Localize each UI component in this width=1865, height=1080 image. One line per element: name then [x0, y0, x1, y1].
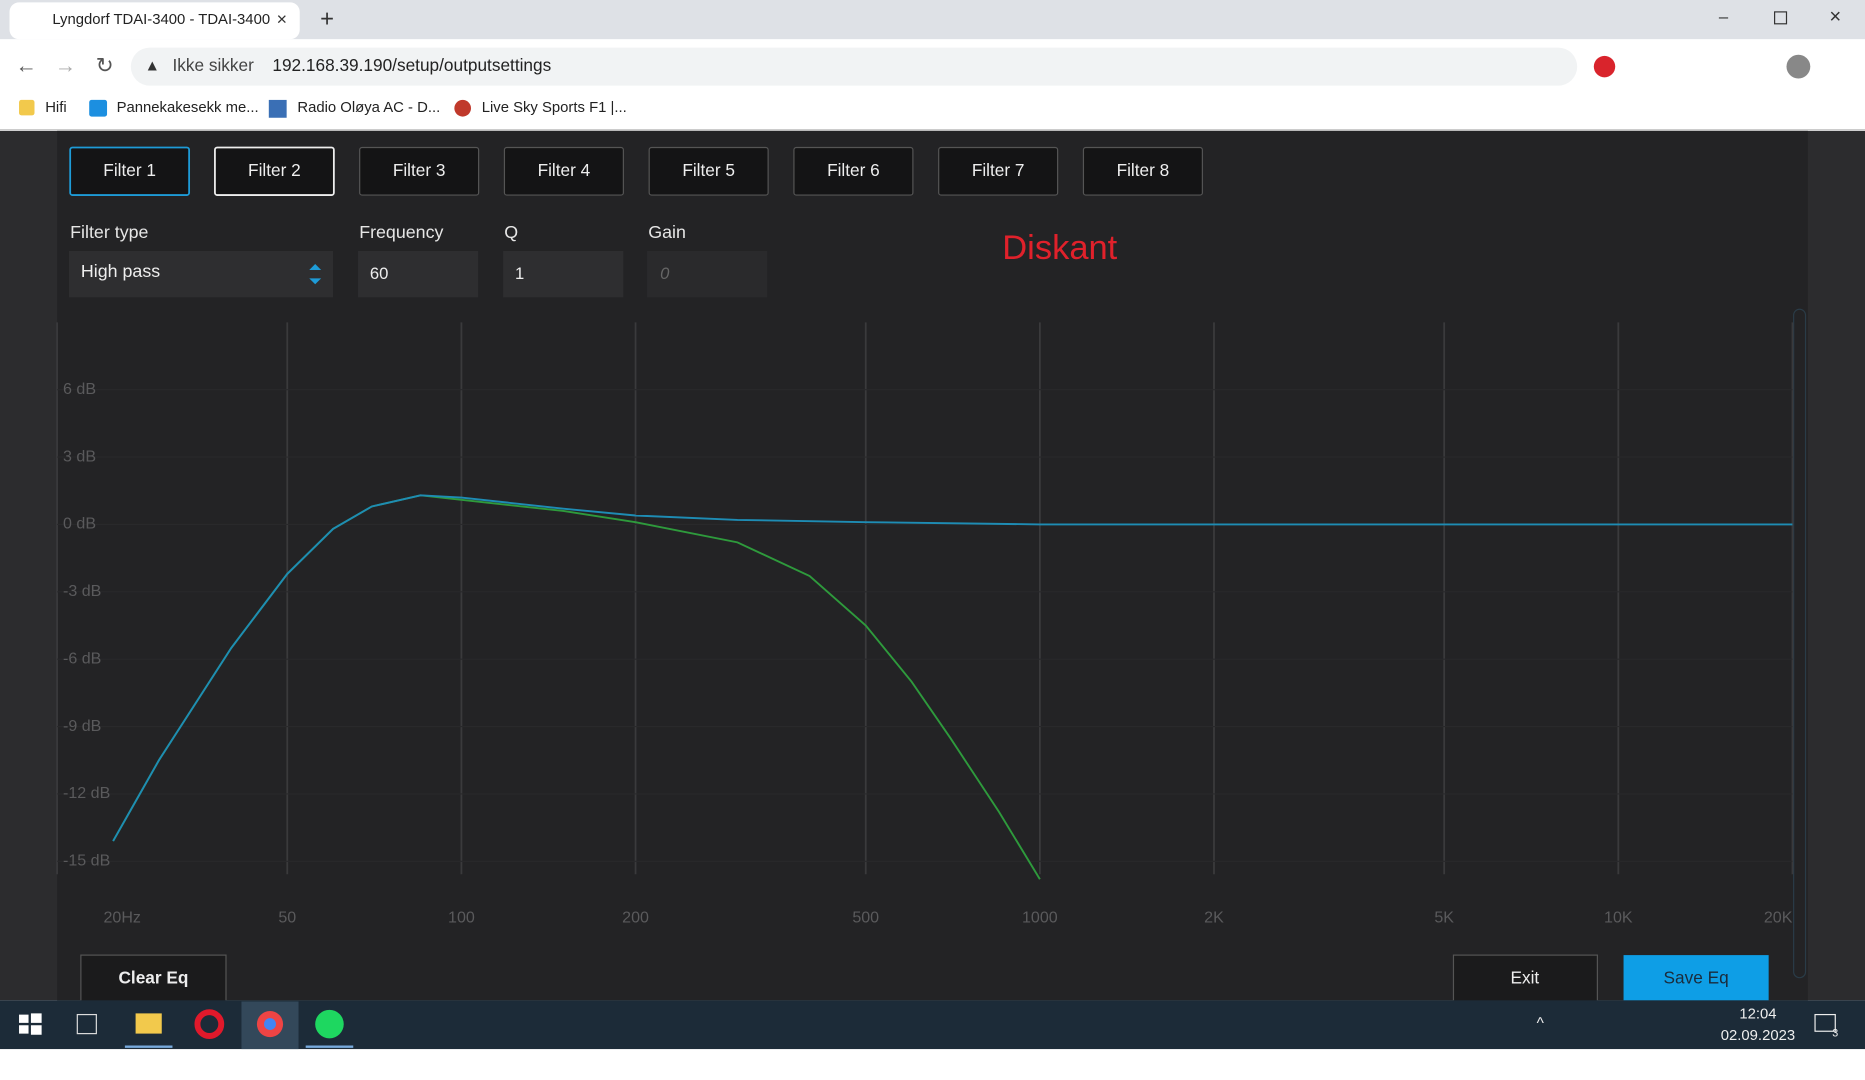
- filter-tab[interactable]: [214, 146, 335, 196]
- x-tick-label: 10K: [1604, 908, 1633, 926]
- scrollbar: [1793, 308, 1807, 979]
- forward[interactable]: →: [55, 53, 76, 77]
- save-button[interactable]: [1623, 955, 1769, 1003]
- y-tick-label: -3 dB: [63, 582, 101, 600]
- minimize[interactable]: –: [1719, 7, 1729, 26]
- close-window[interactable]: ×: [1829, 6, 1841, 28]
- response-curve: [112, 494, 1793, 842]
- new-tab[interactable]: +: [320, 6, 334, 33]
- extension-icon[interactable]: [1593, 55, 1616, 78]
- x-tick-label: 5K: [1434, 908, 1454, 926]
- filter-tab[interactable]: [793, 146, 914, 196]
- tray-expand[interactable]: ^: [1537, 1015, 1545, 1032]
- frequency-input[interactable]: [358, 250, 479, 298]
- filter-tab[interactable]: [503, 146, 624, 196]
- spotify-icon[interactable]: [315, 1009, 344, 1039]
- field-label: Q: [504, 222, 518, 242]
- y-tick-label: 6 dB: [63, 380, 96, 398]
- clock-time: 12:04: [1739, 1006, 1776, 1022]
- explorer-icon[interactable]: [135, 1013, 162, 1034]
- button-label: Exit: [1510, 967, 1539, 987]
- filter-tab-label: Filter 5: [682, 160, 735, 180]
- profile-icon[interactable]: [1786, 54, 1811, 79]
- start-button[interactable]: [19, 1013, 42, 1035]
- filter-tab-label: Filter 8: [1117, 160, 1170, 180]
- x-tick-label: 2K: [1204, 908, 1224, 926]
- opera-icon[interactable]: [194, 1009, 225, 1039]
- button-label: Save Eq: [1664, 967, 1729, 987]
- y-tick-label: -9 dB: [63, 717, 101, 735]
- field-label: Filter type: [70, 222, 148, 242]
- input-value: 60: [370, 264, 389, 283]
- x-tick-label: 1000: [1022, 908, 1058, 926]
- notification-count: 3: [1832, 1027, 1838, 1039]
- filter-tab-label: Filter 4: [538, 160, 591, 180]
- y-tick-label: -15 dB: [63, 852, 110, 870]
- address-bar[interactable]: [130, 47, 1578, 86]
- x-tick-label: 500: [852, 908, 879, 926]
- tab-title: Lyngdorf TDAI-3400 - TDAI-3400: [52, 12, 270, 28]
- folder-icon: [19, 99, 35, 116]
- tab-strip: [0, 0, 1865, 40]
- filter-tab[interactable]: [1082, 146, 1203, 196]
- select-arrows: [309, 264, 322, 285]
- x-tick-label: 20Hz: [103, 908, 140, 926]
- warning-icon: ▲: [145, 58, 160, 75]
- bookmarks-bar: [0, 90, 1865, 129]
- x-tick-label: 20K: [1764, 908, 1793, 926]
- maximize[interactable]: [1774, 11, 1788, 25]
- gain-input[interactable]: [647, 250, 768, 298]
- taskbar: [0, 1000, 1865, 1050]
- clock-date: 02.09.2023: [1721, 1028, 1795, 1044]
- tab[interactable]: [9, 2, 300, 40]
- bookmark-icon: [89, 99, 108, 117]
- field-label: Gain: [648, 222, 686, 242]
- y-tick-label: 0 dB: [63, 515, 96, 533]
- q-input[interactable]: [503, 250, 624, 298]
- filter-tab[interactable]: [69, 146, 191, 196]
- reload[interactable]: ↻: [96, 53, 114, 77]
- filter-tab-label: Filter 7: [972, 160, 1025, 180]
- field-label: Frequency: [359, 222, 443, 242]
- y-tick-label: -12 dB: [63, 784, 110, 802]
- back[interactable]: ←: [15, 53, 36, 77]
- tab-close[interactable]: ×: [277, 9, 287, 29]
- x-tick-label: 200: [622, 908, 649, 926]
- filter-tab[interactable]: [648, 146, 769, 196]
- filter-tab[interactable]: [359, 146, 480, 196]
- x-tick-label: 50: [278, 908, 296, 926]
- exit-button[interactable]: [1452, 954, 1598, 1004]
- bookmark-icon: [454, 99, 472, 117]
- bookmark[interactable]: Radio Oløya AC - D...: [297, 100, 440, 116]
- select-value: High pass: [81, 261, 160, 281]
- y-tick-label: 3 dB: [63, 447, 96, 465]
- bookmark-icon: [268, 99, 287, 118]
- bookmark[interactable]: Pannekakesekk me...: [117, 100, 259, 116]
- panel: [57, 130, 1808, 1001]
- notification-icon[interactable]: [1814, 1013, 1836, 1032]
- x-tick-label: 100: [448, 908, 475, 926]
- filter-tab-label: Filter 6: [827, 160, 880, 180]
- filter-tab-label: Filter 3: [393, 160, 446, 180]
- annotation: Diskant: [1002, 229, 1117, 267]
- input-value: 1: [515, 264, 524, 283]
- filter-tab-label: Filter 1: [103, 160, 156, 180]
- url: 192.168.39.190/setup/outputsettings: [272, 55, 551, 75]
- filter-tab-label: Filter 2: [248, 160, 301, 180]
- bookmark[interactable]: Hifi: [45, 100, 66, 116]
- filter-tab[interactable]: [938, 146, 1059, 196]
- button-label: Clear Eq: [118, 967, 188, 987]
- chrome-center: [264, 1018, 276, 1031]
- input-placeholder: 0: [660, 264, 670, 283]
- task-view[interactable]: [76, 1013, 97, 1035]
- security-label: Ikke sikker: [172, 55, 254, 75]
- y-tick-label: -6 dB: [63, 649, 101, 667]
- filter-type-select[interactable]: [68, 250, 334, 298]
- bookmark[interactable]: Live Sky Sports F1 |...: [482, 100, 627, 116]
